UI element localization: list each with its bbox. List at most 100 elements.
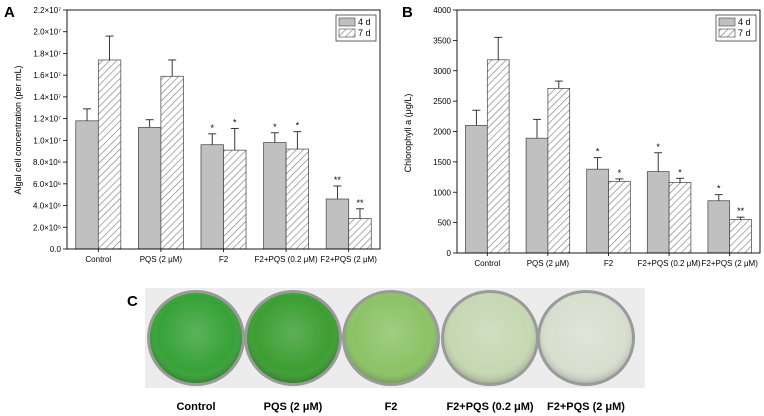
bar-7d [668,182,692,254]
bar-4d [138,126,162,250]
y-tick-label: 1.6×10⁷ [33,71,61,80]
legend-swatch-7d-a [338,28,356,38]
significance-mark: * [210,123,214,133]
significance-mark: * [678,167,682,177]
y-tick-label: 2.0×10⁶ [33,223,61,232]
legend-label-4d-a: 4 d [358,17,371,27]
y-axis-title-b: Chlorophyll a (μg/L) [403,94,413,173]
dish-shading [345,293,437,383]
dish-shading [247,293,339,383]
y-tick-label: 1.2×10⁷ [33,115,61,124]
dish-label: F2+PQS (0.2 μM) [446,401,533,413]
x-category-label: PQS (2 μM) [140,255,183,264]
x-category-label: F2 [219,255,229,264]
significance-mark: * [656,142,660,152]
legend-swatch-7d-b [718,28,736,38]
x-categories-a: Control PQS (2 μM) F2 F2+PQS (0.2 μM) F2+PQS… [85,249,377,264]
x-category-label: F2+PQS (0.2 μM) [638,259,701,268]
panel-letter-b: B [402,4,413,21]
significance-mark: * [273,122,277,132]
y-tick-label: 1500 [433,158,451,167]
y-tick-label: 1.0×10⁷ [33,136,61,145]
significance-mark: * [596,147,600,157]
bar-4d [646,171,670,254]
photo-panel-c: C Control PQS (2 μM) F2 F2+PQS (0.2 μM) F2+P… [127,288,645,413]
chart-panel-b: B Chlorophyll a (μg/L) 0 500 1000 1500 2000 2… [402,4,761,268]
bar-4d [465,125,488,254]
bars-b: ******* [465,36,752,254]
y-tick-label: 4.0×10⁶ [33,202,61,211]
bar-7d [348,218,372,250]
y-tick-label: 2.0×10⁷ [33,28,61,37]
bar-4d [707,200,731,254]
significance-mark: ** [334,175,342,185]
bar-7d [97,59,122,250]
y-tick-label: 6.0×10⁶ [33,180,61,189]
y-tick-label: 1000 [433,188,451,197]
significance-mark: ** [356,198,364,208]
bar-7d [486,59,510,254]
plot-frame-b [456,9,761,254]
bar-7d [729,219,752,254]
y-ticks-a: 0.0 2.0×10⁶ 4.0×10⁶ 6.0×10⁶ 8.0×10⁶ 1.0×10⁷ 1.… [33,6,67,254]
bar-7d [223,149,247,250]
x-category-label: F2 [604,259,614,268]
panel-letter-a: A [4,4,15,21]
y-tick-label: 2500 [433,97,451,106]
significance-mark: * [233,117,237,127]
bar-7d [160,75,184,250]
bar-4d [586,168,609,254]
x-category-label: F2+PQS (2 μM) [701,259,758,268]
chart-panel-a: A Algal cell concentration (per mL) 0.0 2… [4,4,381,264]
bar-7d [608,180,631,254]
bar-4d [325,198,350,250]
dish-label: PQS (2 μM) [264,401,323,413]
legend-b: 4 d 7 d [715,14,757,42]
bars-a: ** * ***** [75,35,372,250]
bar-7d [285,148,309,250]
legend-label-4d-b: 4 d [738,17,751,27]
dish-label: F2 [385,401,398,413]
x-category-label: PQS (2 μM) [527,259,570,268]
y-tick-label: 2000 [433,128,451,137]
bar-7d [547,88,571,254]
bar-4d [200,144,224,250]
x-category-label: Control [85,255,111,264]
significance-mark: * [296,121,300,131]
y-tick-label: 3000 [433,67,451,76]
legend-swatch-4d-b [718,17,736,27]
significance-mark: * [717,184,721,194]
y-ticks-b: 0 500 1000 1500 2000 2500 3000 3500 4000 [433,6,457,258]
legend-label-7d-b: 7 d [738,28,751,38]
x-category-label: F2+PQS (0.2 μM) [255,255,318,264]
y-tick-label: 0 [447,249,452,258]
y-tick-label: 4000 [433,6,451,15]
legend-label-7d-a: 7 d [358,28,371,38]
y-tick-label: 3500 [433,36,451,45]
legend-a: 4 d 7 d [335,14,377,42]
plot-frame-a [66,9,381,250]
dish-label: Control [176,401,215,413]
y-tick-label: 1.8×10⁷ [33,49,61,58]
legend-swatch-4d-a [338,17,356,27]
y-tick-label: 1.4×10⁷ [33,93,61,102]
y-tick-label: 0.0 [50,245,62,254]
dish-shading [150,293,242,383]
y-tick-label: 8.0×10⁶ [33,158,61,167]
dish-shading [540,293,632,383]
dish-shading [444,293,536,383]
significance-mark: * [618,168,622,178]
y-tick-label: 2.2×10⁷ [33,6,61,15]
y-axis-title-a: Algal cell concentration (per mL) [13,65,23,194]
x-categories-b: Control PQS (2 μM) F2 F2+PQS (0.2 μM) F2+PQS… [474,253,758,268]
y-tick-label: 500 [438,219,452,228]
dish-label: F2+PQS (2 μM) [547,401,625,413]
significance-mark: ** [737,206,745,216]
x-category-label: F2+PQS (2 μM) [320,255,377,264]
culture-dishes: Control PQS (2 μM) F2 F2+PQS (0.2 μM) F2+PQS… [147,290,635,413]
x-category-label: Control [474,259,500,268]
bar-4d [75,120,99,250]
bar-4d [525,137,549,254]
panel-letter-c: C [127,293,138,310]
